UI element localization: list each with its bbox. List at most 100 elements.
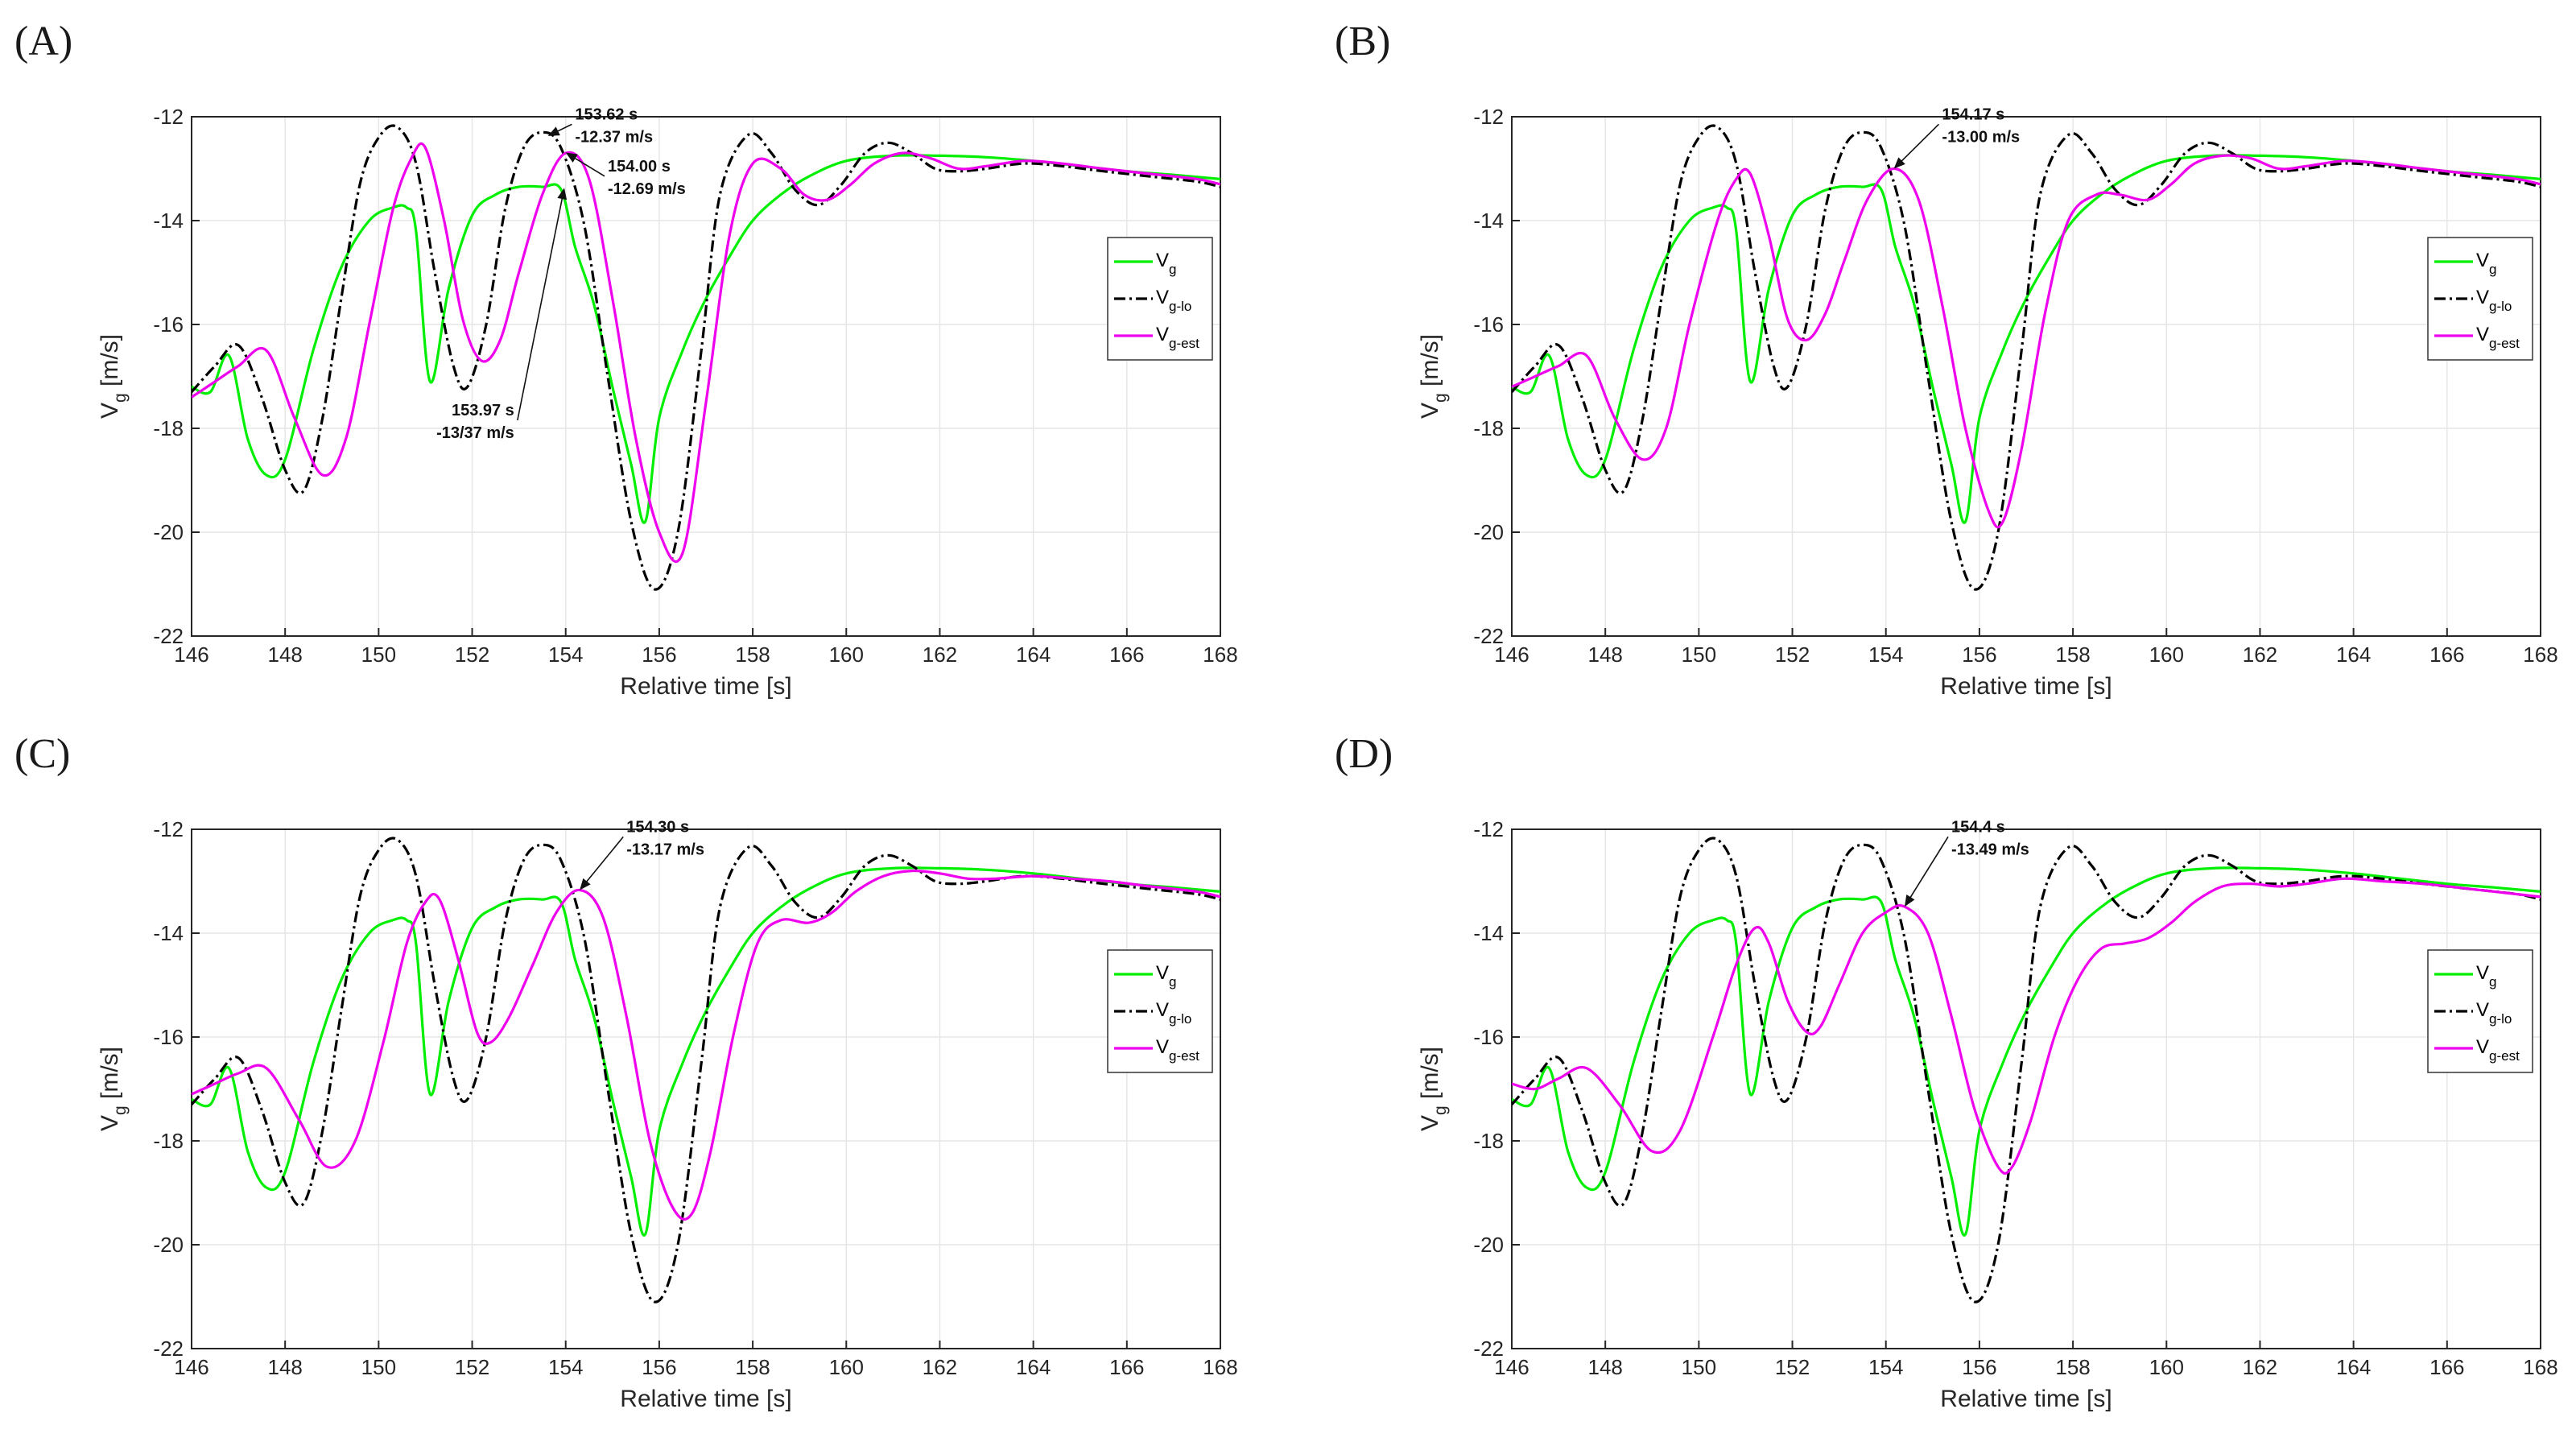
- chart-panel-a: (A) 146 148 150 152 154 156 158 160 162 164 166 168 -…: [14, 19, 1238, 700]
- series-line-g: [192, 866, 1220, 1237]
- series-line-g: [1512, 866, 2541, 1237]
- annotation-arrow: [1905, 836, 1949, 905]
- x-tick-label: 162: [923, 1355, 957, 1379]
- x-axis-title: Relative time [s]: [620, 673, 791, 700]
- annotation-time: 154.30 s: [626, 818, 689, 836]
- x-tick-label: 146: [1494, 642, 1529, 667]
- x-tick-label: 150: [1682, 642, 1716, 667]
- x-tick-label: 154: [1868, 1355, 1903, 1379]
- x-tick-label: 168: [1203, 642, 1237, 667]
- plot-frame: [1511, 828, 2541, 1349]
- x-tick-label: 148: [267, 1355, 302, 1379]
- x-tick-label: 156: [642, 642, 676, 667]
- legend: Vg Vg-lo Vg-est: [1107, 949, 1213, 1073]
- legend: Vg Vg-lo Vg-est: [2427, 949, 2533, 1073]
- x-tick-label: 146: [174, 642, 208, 667]
- y-tick-label: -18: [153, 416, 184, 440]
- annotation-value: -12.69 m/s: [608, 180, 686, 198]
- y-tick-label: -20: [153, 520, 184, 544]
- chart-panel-b: (B) 146 148 150 152 154 156 158 160 162 164 166 168 -…: [1335, 19, 2558, 700]
- chart-panel-d: (D) 146 148 150 152 154 156 158 160 162 164 166 168 -…: [1335, 731, 2558, 1412]
- x-tick-label: 160: [829, 642, 864, 667]
- y-tick-label: -14: [153, 209, 184, 233]
- y-tick-label: -22: [153, 1337, 184, 1361]
- y-tick-label: -22: [1473, 1337, 1504, 1361]
- series-line-g-lo: [192, 124, 1220, 591]
- panel-label: (D): [1335, 731, 1393, 777]
- y-tick-label: -18: [153, 1129, 184, 1153]
- y-tick-label: -14: [153, 921, 184, 945]
- x-axis-title: Relative time [s]: [1940, 1386, 2112, 1412]
- plot-area: [1511, 116, 2541, 637]
- annotation-arrowhead: [565, 152, 578, 163]
- x-tick-label: 160: [2149, 1355, 2184, 1379]
- x-tick-label: 146: [174, 1355, 208, 1379]
- plot-area: [191, 828, 1221, 1349]
- legend-label: Vg-est: [1156, 324, 1199, 351]
- plot-frame: [1511, 116, 2541, 637]
- x-tick-label: 148: [1587, 1355, 1622, 1379]
- annotation-arrowhead: [557, 188, 568, 200]
- x-tick-label: 166: [1109, 642, 1144, 667]
- y-axis-title: Vg [m/s]: [97, 1047, 130, 1131]
- series-line-g-lo: [1512, 837, 2541, 1304]
- annotation-value: -13.00 m/s: [1942, 128, 2020, 146]
- y-tick-label: -14: [1473, 921, 1504, 945]
- legend-label: Vg-lo: [2476, 287, 2512, 314]
- annotation-arrow: [517, 190, 565, 421]
- y-axis-title: Vg [m/s]: [1417, 1047, 1450, 1131]
- x-tick-label: 164: [1016, 1355, 1051, 1379]
- y-tick-label: -12: [1473, 105, 1504, 129]
- x-tick-label: 164: [2336, 642, 2371, 667]
- annotation-time: 154.4 s: [1951, 818, 2005, 836]
- chart-panel-c: (C) 146 148 150 152 154 156 158 160 162 164 166 168 -…: [14, 731, 1238, 1412]
- y-tick-label: -20: [1473, 1233, 1504, 1257]
- y-tick-label: -18: [1473, 1129, 1504, 1153]
- annotation-time: 154.00 s: [608, 158, 671, 176]
- annotation-arrow: [1895, 123, 1939, 167]
- x-tick-label: 162: [923, 642, 957, 667]
- x-tick-label: 146: [1494, 1355, 1529, 1379]
- x-axis-title: Relative time [s]: [1940, 673, 2112, 700]
- x-tick-label: 164: [2336, 1355, 2371, 1379]
- series-line-g-est: [1512, 877, 2541, 1175]
- y-axis-title: Vg [m/s]: [97, 334, 130, 419]
- legend-label: Vg-lo: [1156, 999, 1191, 1027]
- x-tick-label: 168: [2523, 1355, 2557, 1379]
- y-tick-label: -16: [1473, 1025, 1504, 1049]
- y-tick-label: -16: [1473, 312, 1504, 337]
- legend: Vg Vg-lo Vg-est: [2427, 237, 2533, 361]
- x-tick-label: 148: [1587, 642, 1622, 667]
- legend-label: Vg-lo: [1156, 287, 1191, 314]
- annotation-arrowhead: [1904, 895, 1915, 907]
- x-tick-label: 160: [2149, 642, 2184, 667]
- y-tick-label: -14: [1473, 209, 1504, 233]
- x-tick-label: 168: [2523, 642, 2557, 667]
- x-tick-label: 162: [2243, 642, 2277, 667]
- x-tick-label: 154: [1868, 642, 1903, 667]
- annotation-value: -12.37 m/s: [575, 128, 653, 146]
- x-tick-label: 164: [1016, 642, 1051, 667]
- x-tick-label: 154: [548, 1355, 583, 1379]
- legend-label: Vg: [1156, 962, 1176, 990]
- panel-label: (B): [1335, 19, 1390, 64]
- annotation-time: 153.62 s: [575, 105, 638, 123]
- legend: Vg Vg-lo Vg-est: [1107, 237, 1213, 361]
- legend-label: Vg-lo: [2476, 999, 2512, 1027]
- x-tick-label: 166: [1109, 1355, 1144, 1379]
- y-tick-label: -22: [153, 624, 184, 648]
- x-tick-label: 156: [1962, 1355, 1996, 1379]
- series-line-g-est: [192, 142, 1220, 564]
- series-line-g-est: [1512, 154, 2541, 529]
- plot-area: [1511, 828, 2541, 1349]
- x-tick-label: 150: [361, 642, 396, 667]
- panel-label: (C): [14, 731, 70, 777]
- legend-label: Vg-est: [2476, 324, 2520, 351]
- x-tick-label: 158: [2055, 642, 2090, 667]
- legend-label: Vg: [2476, 250, 2496, 277]
- series-line-g-est: [192, 869, 1220, 1221]
- annotation-time: 153.97 s: [452, 402, 514, 419]
- x-tick-label: 152: [455, 1355, 489, 1379]
- y-axis-title: Vg [m/s]: [1417, 334, 1450, 419]
- y-tick-label: -16: [153, 1025, 184, 1049]
